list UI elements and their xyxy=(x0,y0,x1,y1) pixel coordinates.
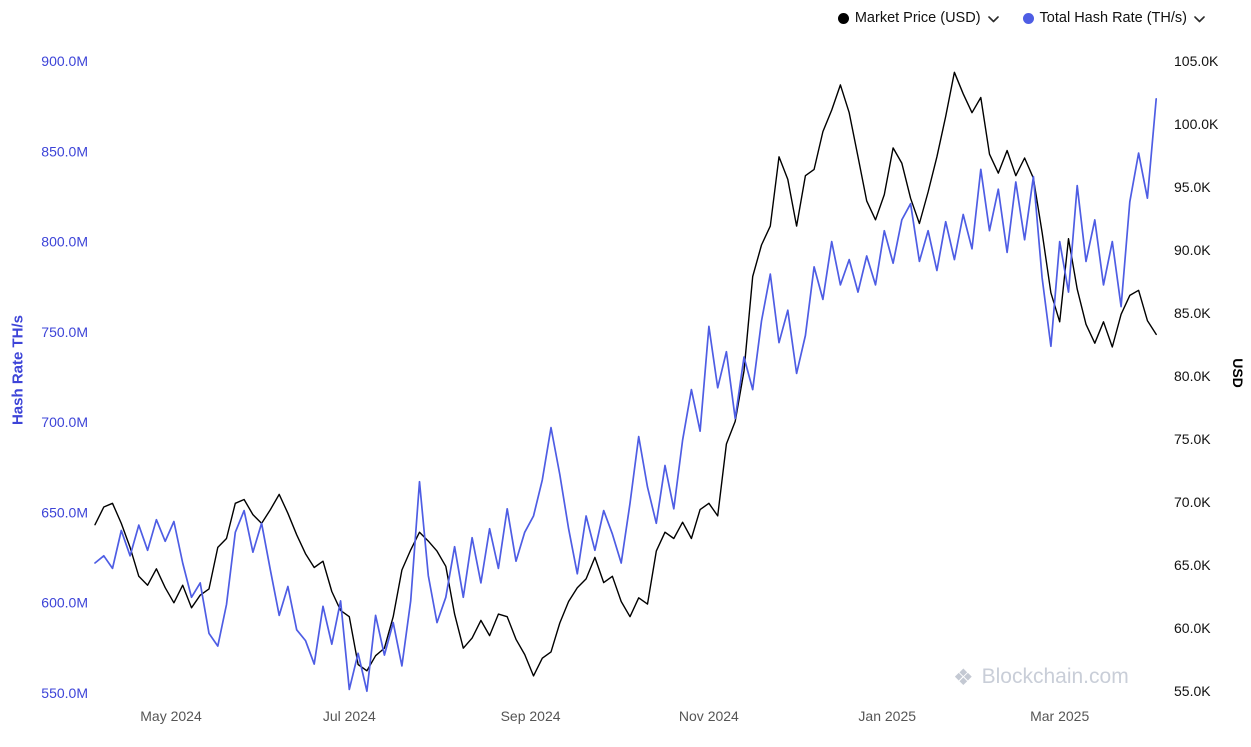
legend-hash-rate[interactable]: Total Hash Rate (TH/s) xyxy=(1022,10,1205,26)
right-axis-tick: 80.0K xyxy=(1174,368,1211,384)
chevron-down-icon[interactable] xyxy=(987,15,999,23)
chevron-down-icon[interactable] xyxy=(1194,15,1205,23)
x-axis-tick: Sep 2024 xyxy=(501,708,561,724)
right-axis-tick: 90.0K xyxy=(1174,242,1211,258)
left-axis-tick: 750.0M xyxy=(41,324,88,340)
x-axis-tick: Jul 2024 xyxy=(323,708,376,724)
left-axis-tick: 850.0M xyxy=(41,143,88,159)
left-axis-tick: 900.0M xyxy=(41,53,88,69)
x-axis-tick: May 2024 xyxy=(140,708,202,724)
left-axis-tick: 700.0M xyxy=(41,414,88,430)
blockchain-watermark: ❖ Blockchain.com xyxy=(953,665,1129,689)
right-axis-tick: 55.0K xyxy=(1174,683,1211,699)
right-axis-tick: 100.0K xyxy=(1174,116,1219,132)
right-axis-tick: 60.0K xyxy=(1174,620,1211,636)
hash-rate-dot-icon xyxy=(1022,12,1034,24)
right-axis-tick: 70.0K xyxy=(1174,494,1211,510)
legend-hash-rate-label: Total Hash Rate (TH/s) xyxy=(1039,10,1187,26)
x-axis-tick: Jan 2025 xyxy=(858,708,916,724)
left-axis-tick: 650.0M xyxy=(41,504,88,520)
left-axis-tick: 800.0M xyxy=(41,234,88,250)
legend-market-price-label: Market Price (USD) xyxy=(854,10,981,26)
watermark-text: Blockchain.com xyxy=(981,665,1129,688)
hash-rate-line xyxy=(94,98,1158,693)
x-axis-tick: Mar 2025 xyxy=(1030,708,1089,724)
left-axis-tick: 600.0M xyxy=(41,595,88,611)
right-axis-tick: 65.0K xyxy=(1174,557,1211,573)
right-axis-tick: 95.0K xyxy=(1174,179,1211,195)
chart-legend: Market Price (USD) Total Hash Rate (TH/s… xyxy=(837,10,1205,26)
right-axis-tick: 75.0K xyxy=(1174,431,1211,447)
blockchain-logo-icon: ❖ xyxy=(953,663,974,690)
right-axis-tick: 85.0K xyxy=(1174,305,1211,321)
legend-market-price[interactable]: Market Price (USD) xyxy=(837,10,999,26)
market-price-line xyxy=(94,71,1157,677)
x-axis-tick: Nov 2024 xyxy=(679,708,739,724)
left-axis-tick: 550.0M xyxy=(41,685,88,701)
market-price-dot-icon xyxy=(837,12,849,24)
right-axis-tick: 105.0K xyxy=(1174,53,1219,69)
